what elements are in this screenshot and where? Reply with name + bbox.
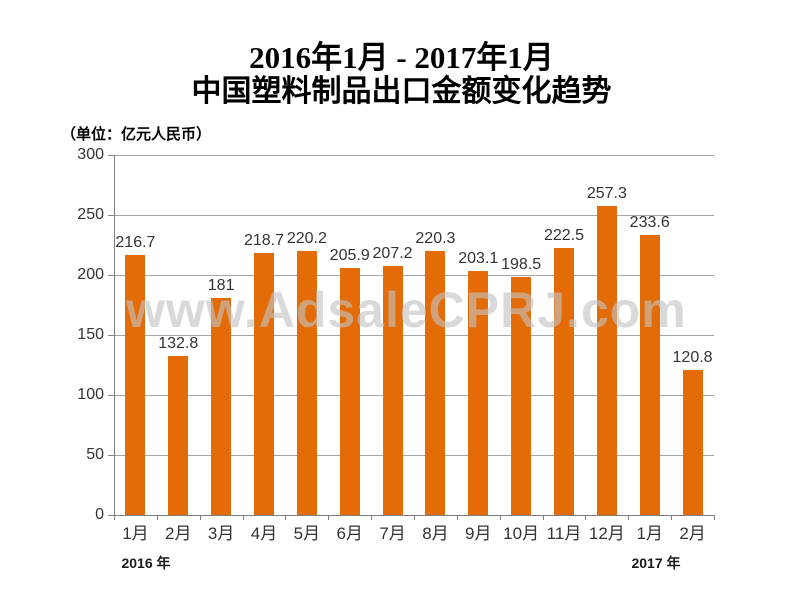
x-axis-category-label: 6月: [336, 524, 363, 543]
y-axis-tick-label: 200: [77, 266, 104, 283]
gridline-50: [114, 455, 714, 456]
bar-5月-4: [296, 250, 317, 515]
x-axis-tickmark: [671, 515, 673, 520]
bar-12月-11: [596, 206, 617, 515]
year-label-2017: 2017 年: [631, 555, 681, 571]
x-axis-category-label: 3月: [207, 524, 235, 543]
bar-value-label: 257.3: [586, 185, 627, 203]
x-axis-category-label: 2月: [679, 524, 706, 543]
bar-value-label: 218.7: [243, 231, 285, 249]
bar-6月-5: [339, 267, 360, 515]
x-axis-category-label: 4月: [250, 524, 278, 543]
bar-2月-13: [682, 370, 703, 515]
x-axis-category-label: 8月: [422, 524, 449, 543]
bar-value-label: 120.8: [672, 349, 713, 367]
bar-1月-0: [125, 254, 146, 515]
x-axis-category-label: 9月: [465, 524, 492, 543]
x-axis-tickmark: [714, 515, 715, 520]
y-axis-tickmark: [108, 395, 114, 396]
y-axis-tick-label: 100: [77, 386, 104, 403]
x-axis-tickmark: [285, 515, 287, 520]
y-axis-tickmark: [108, 455, 114, 456]
x-axis-tickmark: [328, 515, 330, 520]
bar-1月-12: [639, 234, 660, 515]
x-axis-tickmark: [114, 515, 115, 520]
x-axis-category-label: 10月: [503, 524, 540, 543]
y-axis-tickmark: [108, 335, 114, 336]
y-axis-tick-label: 0: [95, 506, 104, 523]
bar-value-label: 222.5: [543, 227, 585, 244]
x-axis-tickmark: [628, 515, 630, 520]
x-axis-tickmark: [414, 515, 415, 520]
bar-8月-7: [425, 250, 446, 515]
y-axis-tick-label: 300: [77, 146, 104, 163]
y-axis-tick-label: 150: [77, 326, 104, 343]
bar-7月-6: [382, 266, 403, 515]
bar-9月-8: [468, 271, 489, 515]
bar-value-label: 220.2: [286, 229, 327, 247]
x-axis-tickmark: [156, 515, 158, 520]
gridline-250: [114, 215, 714, 216]
bar-value-label: 220.3: [415, 229, 456, 247]
x-axis-category-label: 2月: [165, 524, 192, 543]
x-axis-tickmark: [199, 515, 201, 520]
x-axis-tickmark: [242, 515, 244, 520]
bar-value-label: 198.5: [501, 255, 542, 273]
gridline-150: [114, 335, 714, 336]
x-axis-tickmark: [371, 515, 373, 520]
y-axis-tickmark: [108, 155, 114, 156]
x-axis-category-label: 5月: [293, 524, 321, 543]
unit-label: （单位：亿元人民币）: [61, 126, 212, 143]
gridline-200: [114, 275, 714, 276]
y-axis-tick-label: 50: [86, 446, 104, 463]
x-axis-category-label: 1月: [636, 524, 663, 543]
year-label-2016: 2016 年: [121, 555, 171, 571]
bar-10月-9: [511, 276, 532, 515]
gridline-100: [114, 395, 714, 396]
bar-value-label: 205.9: [329, 246, 370, 264]
bar-value-label: 203.1: [458, 250, 499, 268]
y-axis-tick-label: 250: [77, 206, 104, 223]
y-axis-tickmark: [108, 215, 114, 216]
bar-11月-10: [554, 248, 574, 515]
x-axis-category-label: 7月: [379, 524, 406, 543]
x-axis-tickmark: [542, 515, 544, 520]
bar-value-label: 181: [207, 276, 235, 294]
x-axis-tickmark: [499, 515, 501, 520]
bar-value-label: 132.8: [158, 334, 199, 352]
x-axis-category-label: 11月: [546, 524, 582, 543]
x-axis-tickmark: [456, 515, 458, 520]
x-axis-tickmark: [585, 515, 587, 520]
y-axis-tickmark: [108, 275, 114, 276]
bar-2月-1: [168, 355, 189, 515]
y-axis-line: [114, 155, 115, 515]
gridline-300: [114, 155, 714, 156]
bar-value-label: 216.7: [115, 233, 156, 251]
x-axis-category-label: 1月: [122, 524, 149, 543]
x-axis-category-label: 12月: [588, 524, 625, 543]
bar-value-label: 207.2: [372, 245, 413, 263]
bar-value-label: 233.6: [629, 213, 670, 231]
y-axis-tickmark: [108, 515, 114, 516]
chart-title-line-1: 2016年1月 - 2017年1月: [249, 40, 554, 75]
bar-4月-3: [254, 252, 274, 515]
bar-3月-2: [211, 297, 232, 515]
chart-title-line-2: 中国塑料制品出口金额变化趋势: [191, 75, 612, 108]
